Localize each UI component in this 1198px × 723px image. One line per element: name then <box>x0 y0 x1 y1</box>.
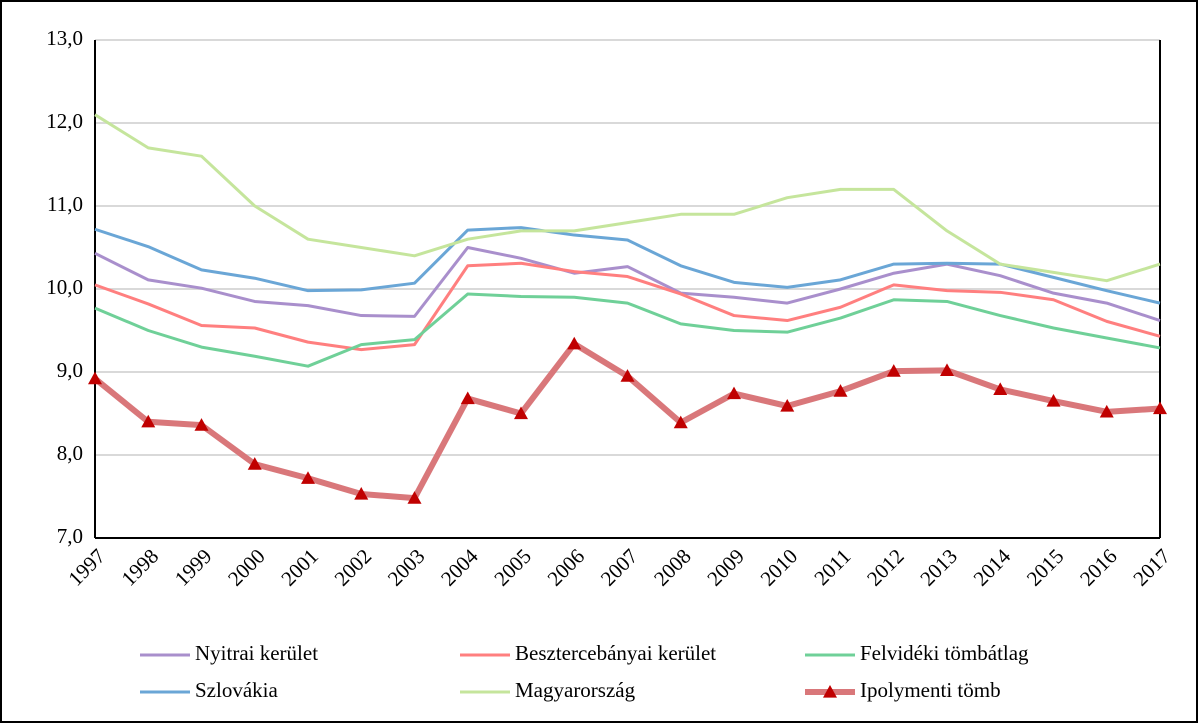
series-marker <box>993 382 1008 396</box>
legend-label: Magyarország <box>515 678 636 702</box>
series-marker <box>620 369 635 382</box>
series-marker <box>301 471 315 484</box>
y-tick-label: 7,0 <box>57 524 83 548</box>
series-marker <box>247 457 262 470</box>
y-tick-label: 12,0 <box>46 109 83 133</box>
series-marker <box>567 336 582 350</box>
series-marker <box>780 399 795 412</box>
series-marker <box>460 391 475 405</box>
series-line <box>94 226 1161 305</box>
legend-label: Nyitrai kerület <box>195 641 318 665</box>
series-marker <box>88 371 102 385</box>
series-line <box>94 292 1161 368</box>
series-marker <box>141 414 156 428</box>
legend-label: Besztercebányai kerület <box>515 641 716 665</box>
series-marker <box>514 406 528 420</box>
series-line <box>94 246 1161 322</box>
y-tick-label: 9,0 <box>57 358 83 382</box>
legend-label: Szlovákia <box>195 678 278 702</box>
series-marker <box>1046 394 1061 407</box>
y-tick-label: 10,0 <box>46 275 83 299</box>
series-marker <box>407 491 422 504</box>
legend-marker <box>823 685 837 698</box>
series-marker <box>673 415 688 429</box>
series-line <box>94 113 1161 283</box>
legend-label: Ipolymenti tömb <box>860 678 1001 702</box>
y-tick-label: 8,0 <box>57 441 83 465</box>
y-tick-label: 13,0 <box>46 26 83 50</box>
legend-label: Felvidéki tömbátlag <box>860 641 1029 665</box>
series-marker <box>194 418 209 431</box>
series-marker <box>833 384 848 397</box>
series-marker <box>886 364 901 377</box>
series-marker <box>1153 401 1167 415</box>
y-tick-label: 11,0 <box>47 192 83 216</box>
series-marker <box>940 363 954 376</box>
series-marker <box>1099 404 1114 418</box>
series-line <box>94 261 1161 352</box>
series-marker <box>727 386 741 400</box>
series-marker <box>354 487 369 500</box>
